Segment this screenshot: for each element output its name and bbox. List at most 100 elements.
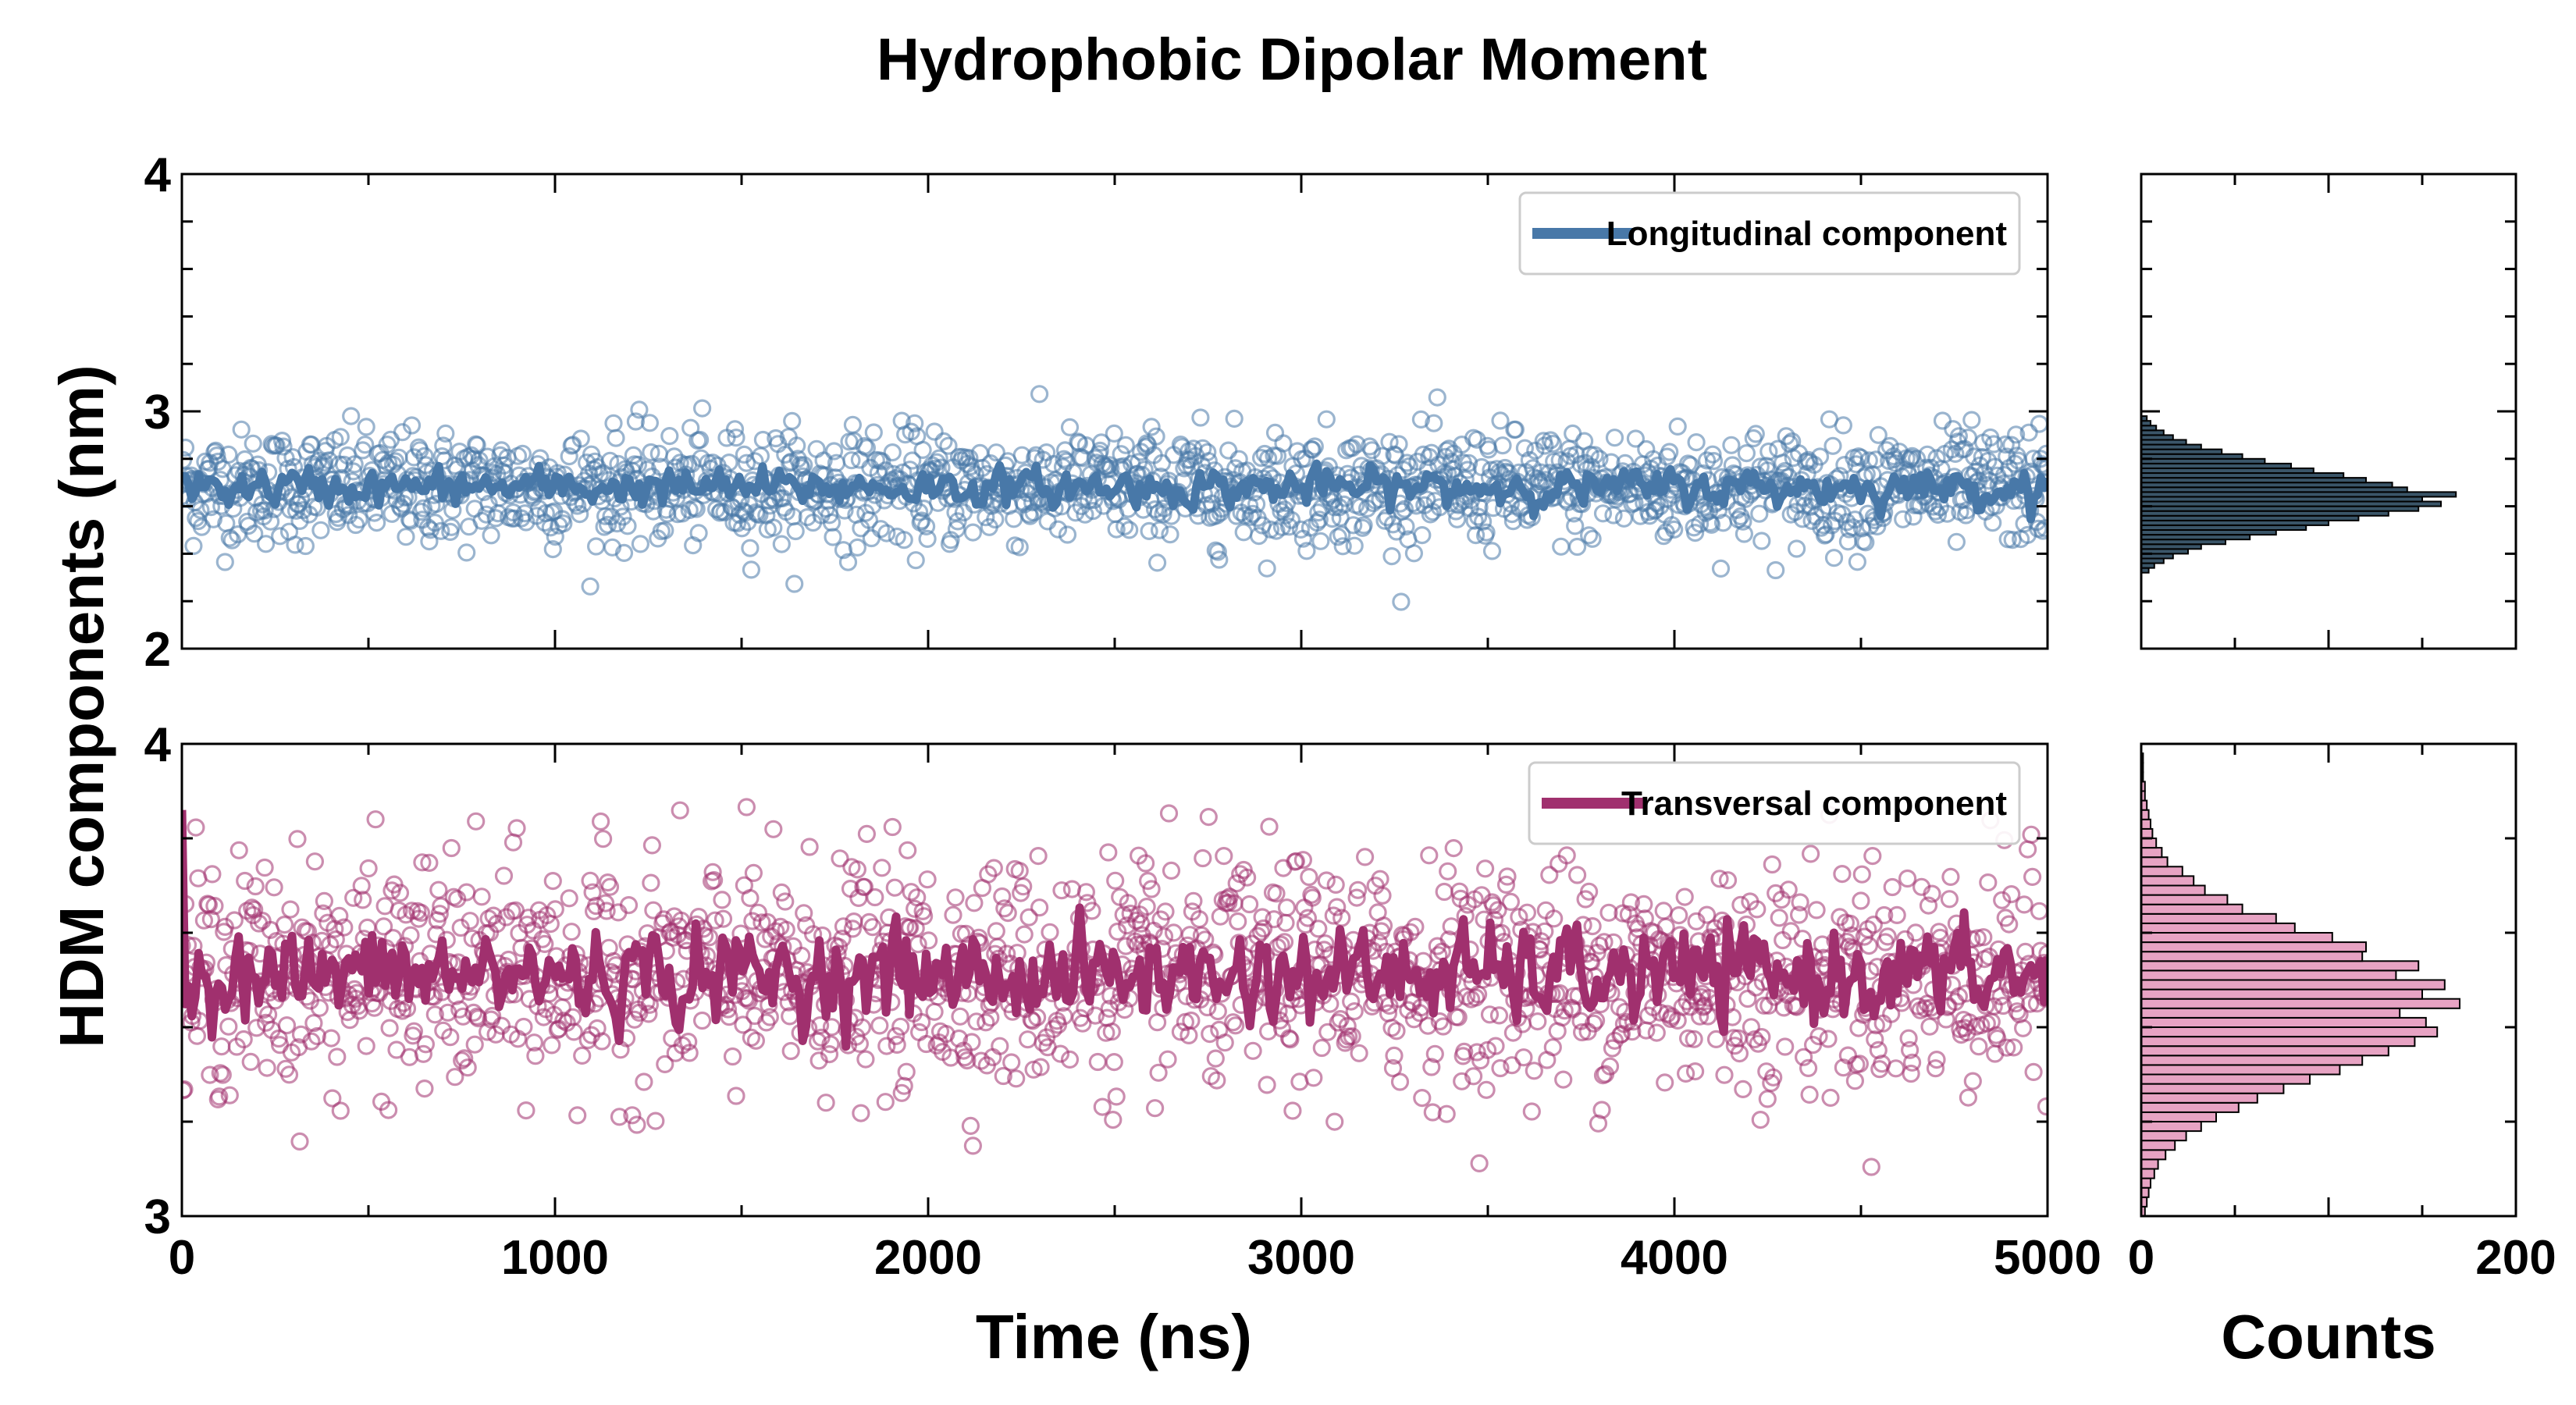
- hist-bar: [2140, 827, 2154, 840]
- data-point: [554, 514, 573, 533]
- data-point: [1554, 1070, 1573, 1089]
- data-point: [821, 1035, 840, 1054]
- hist-bar: [2140, 1111, 2217, 1123]
- data-point: [241, 1052, 260, 1072]
- data-point: [535, 934, 554, 954]
- data-point: [1564, 424, 1582, 443]
- data-point: [1470, 1154, 1489, 1173]
- data-point: [1390, 1072, 1410, 1091]
- data-point: [573, 1046, 592, 1065]
- hist-bar: [2140, 941, 2367, 953]
- data-point: [1850, 1055, 1869, 1073]
- data-point: [1058, 525, 1077, 544]
- data-point: [1332, 525, 1351, 544]
- data-point: [1593, 504, 1613, 523]
- data-point: [640, 995, 660, 1014]
- data-point: [746, 1031, 766, 1050]
- data-point: [187, 1026, 206, 1045]
- hist-bar: [2140, 1149, 2167, 1161]
- data-point: [1439, 439, 1458, 458]
- data-point: [390, 884, 410, 902]
- data-point: [1468, 507, 1488, 526]
- data-point: [991, 1037, 1009, 1055]
- data-point: [1668, 417, 1687, 436]
- data-point: [304, 1014, 323, 1033]
- data-point: [1788, 539, 1806, 558]
- hist-bar: [2140, 1007, 2401, 1019]
- data-point: [902, 883, 920, 902]
- data-point: [420, 532, 439, 551]
- data-point: [786, 521, 805, 541]
- data-point: [477, 505, 496, 524]
- data-point: [909, 503, 929, 521]
- data-point: [885, 878, 904, 897]
- data-point: [745, 452, 764, 471]
- data-point: [1748, 900, 1767, 919]
- data-point: [1018, 1030, 1037, 1049]
- data-point: [210, 1087, 229, 1106]
- data-point: [1506, 420, 1525, 439]
- data-point: [1864, 915, 1883, 934]
- data-point: [254, 1000, 273, 1019]
- data-point: [1156, 902, 1175, 921]
- data-point: [219, 445, 238, 464]
- data-point: [1647, 1023, 1666, 1042]
- data-point: [2014, 1019, 2033, 1037]
- data-point: [704, 870, 724, 890]
- data-point: [2015, 895, 2033, 914]
- data-point: [1184, 891, 1203, 910]
- data-point: [630, 400, 649, 419]
- data-point: [1863, 846, 1882, 866]
- data-point: [1501, 892, 1521, 912]
- data-point: [635, 1072, 653, 1091]
- data-point: [916, 517, 936, 536]
- data-point: [1138, 871, 1158, 891]
- data-point: [1816, 525, 1835, 544]
- data-point: [232, 420, 251, 439]
- data-point: [949, 1029, 969, 1048]
- data-point: [958, 1051, 977, 1070]
- data-point: [1101, 459, 1120, 478]
- data-point: [1704, 451, 1724, 471]
- data-point: [1503, 1023, 1523, 1042]
- data-point: [1940, 890, 1959, 909]
- data-point: [1310, 510, 1329, 529]
- data-point: [430, 905, 449, 923]
- data-point: [1161, 525, 1179, 544]
- data-point: [482, 526, 500, 545]
- data-point: [377, 457, 396, 475]
- data-point: [1482, 542, 1502, 560]
- data-point: [1119, 894, 1137, 912]
- data-point: [925, 422, 944, 441]
- data-point: [331, 428, 350, 446]
- data-point: [1406, 917, 1425, 937]
- data-point: [1318, 1023, 1337, 1041]
- y-tick-label: 2: [144, 623, 171, 677]
- data-point: [713, 909, 733, 928]
- data-point: [1959, 1088, 1977, 1107]
- data-point: [331, 1101, 350, 1120]
- data-point: [1027, 1008, 1047, 1026]
- data-point: [1459, 454, 1478, 472]
- data-point: [1824, 549, 1844, 567]
- data-point: [269, 1029, 288, 1048]
- data-point: [642, 836, 662, 855]
- data-point: [1908, 450, 1927, 468]
- data-point: [1514, 1048, 1533, 1067]
- data-point: [1567, 866, 1587, 884]
- data-point: [977, 1013, 995, 1032]
- data-point: [1338, 1016, 1357, 1036]
- data-point: [1048, 520, 1068, 539]
- data-point: [1044, 1019, 1063, 1039]
- data-point: [1604, 933, 1623, 951]
- data-point: [2038, 458, 2048, 477]
- legend-transversal: Transversal component: [1528, 761, 2021, 845]
- data-point: [628, 455, 648, 475]
- data-point: [244, 434, 262, 453]
- data-point: [275, 915, 294, 934]
- data-point: [1354, 516, 1373, 535]
- data-point: [1823, 436, 1842, 455]
- data-point: [1450, 882, 1469, 901]
- data-point: [1522, 1102, 1541, 1121]
- hist-bar: [2140, 932, 2333, 944]
